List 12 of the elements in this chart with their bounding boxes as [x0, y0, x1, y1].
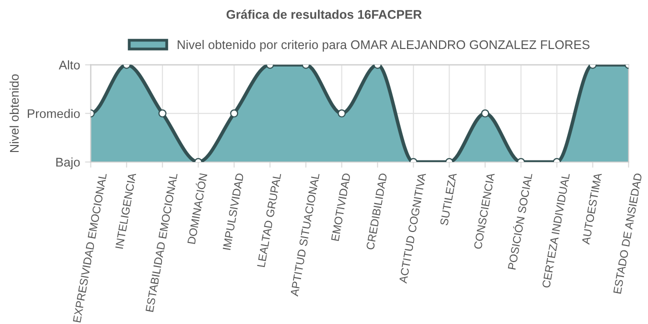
category-label: Promedio [28, 108, 80, 118]
x-tick-label: ACTITUD COGNITIVA [398, 172, 426, 284]
y-axis-title: Nivel obtenido [10, 74, 19, 152]
category-label: Bajo [56, 157, 80, 170]
x-tick-label: SUTILEZA [440, 172, 457, 226]
chart-title: Gráfica de resultados 16FACPER [226, 10, 422, 19]
x-tick-label: ESTADO DE ANSIEDAD [613, 172, 642, 294]
x-tick-label: CERTEZA INDIVIDUAL [542, 172, 570, 288]
x-tick-label: LEALTAD GRUPAL [257, 172, 282, 268]
category-label: Alto [58, 60, 80, 70]
legend-label: Nivel obtenido por criterio para OMAR ALEJANDRO GONZALEZ FLORES [178, 40, 590, 52]
x-tick-label: POSICIÓN SOCIAL [506, 172, 532, 270]
